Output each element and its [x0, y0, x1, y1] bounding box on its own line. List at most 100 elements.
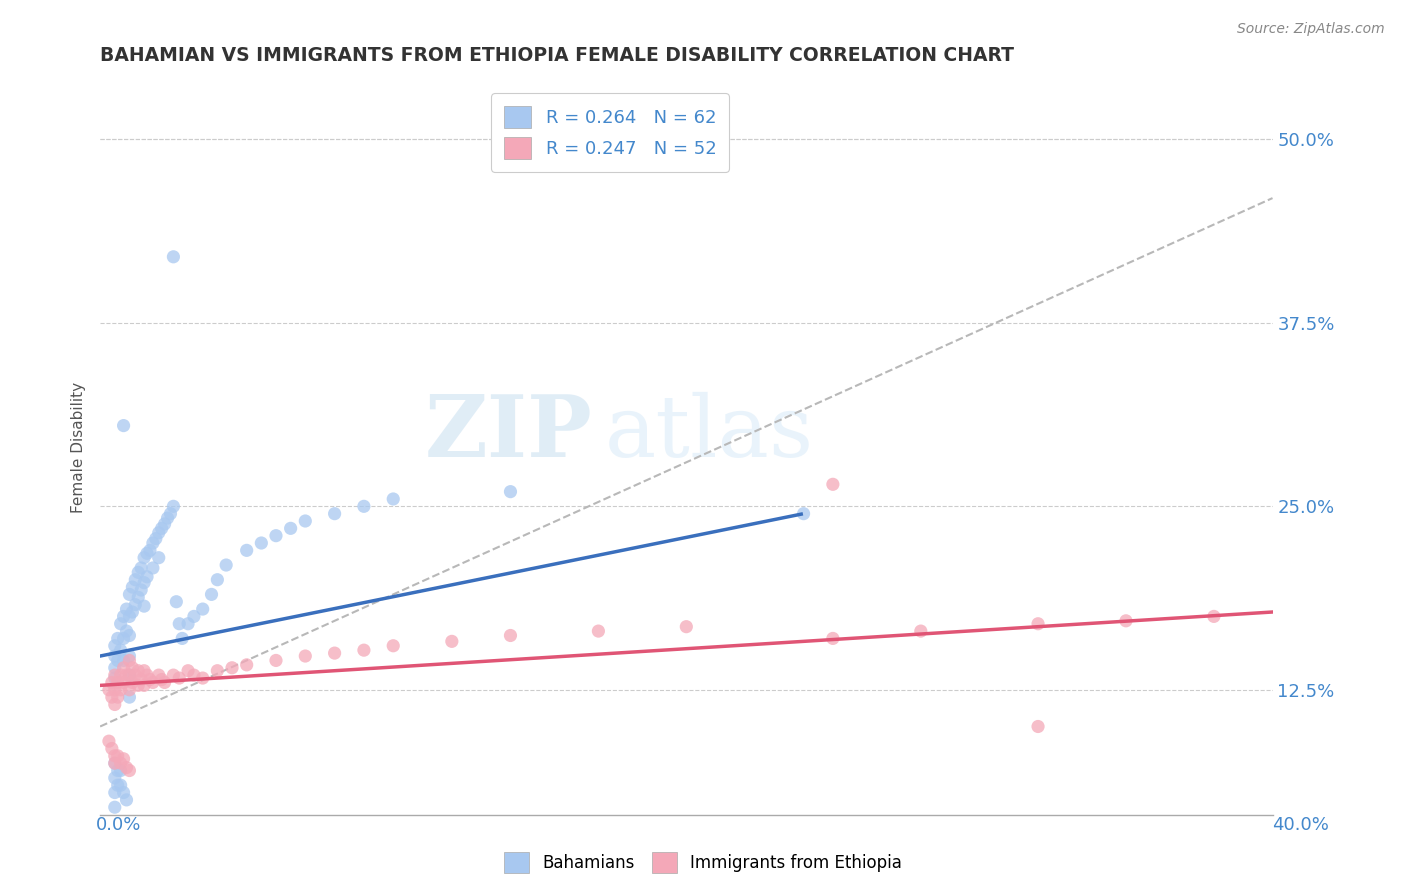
Point — [153, 675, 176, 690]
Point — [440, 634, 463, 648]
Point — [121, 580, 143, 594]
Point — [104, 698, 127, 712]
Text: atlas: atlas — [605, 392, 814, 475]
Point — [121, 661, 143, 675]
Point — [162, 668, 184, 682]
Point — [124, 598, 146, 612]
Point — [382, 491, 405, 506]
Point — [107, 632, 129, 646]
Point — [177, 616, 200, 631]
Point — [115, 793, 138, 807]
Point — [110, 682, 132, 697]
Point — [104, 682, 127, 697]
Point — [207, 664, 229, 678]
Point — [294, 648, 316, 663]
Point — [183, 609, 205, 624]
Point — [169, 671, 191, 685]
Point — [142, 536, 165, 550]
Point — [156, 511, 179, 525]
Point — [115, 602, 138, 616]
Point — [107, 675, 129, 690]
Point — [132, 664, 155, 678]
Point — [107, 690, 129, 705]
Point — [129, 582, 152, 597]
Point — [280, 521, 302, 535]
Point — [107, 653, 129, 667]
Point — [112, 653, 135, 667]
Point — [1115, 614, 1137, 628]
Point — [118, 628, 141, 642]
Point — [112, 418, 135, 433]
Point — [675, 620, 697, 634]
Point — [294, 514, 316, 528]
Point — [145, 532, 167, 546]
Point — [215, 558, 238, 572]
Point — [132, 550, 155, 565]
Point — [177, 664, 200, 678]
Point — [132, 575, 155, 590]
Point — [191, 671, 214, 685]
Point — [132, 678, 155, 692]
Point — [97, 734, 120, 748]
Point — [101, 675, 124, 690]
Point — [97, 682, 120, 697]
Point — [136, 546, 159, 560]
Point — [101, 741, 124, 756]
Point — [110, 668, 132, 682]
Text: BAHAMIAN VS IMMIGRANTS FROM ETHIOPIA FEMALE DISABILITY CORRELATION CHART: BAHAMIAN VS IMMIGRANTS FROM ETHIOPIA FEM… — [100, 46, 1014, 65]
Point — [118, 690, 141, 705]
Point — [353, 500, 375, 514]
Point — [142, 561, 165, 575]
Point — [207, 573, 229, 587]
Point — [821, 477, 844, 491]
Point — [150, 521, 173, 535]
Point — [821, 632, 844, 646]
Point — [115, 624, 138, 638]
Point — [129, 561, 152, 575]
Point — [221, 661, 243, 675]
Point — [183, 668, 205, 682]
Point — [112, 661, 135, 675]
Point — [139, 673, 162, 687]
Point — [588, 624, 610, 638]
Point — [118, 668, 141, 682]
Legend: Bahamians, Immigrants from Ethiopia: Bahamians, Immigrants from Ethiopia — [498, 846, 908, 880]
Point — [142, 675, 165, 690]
Point — [148, 525, 170, 540]
Point — [118, 653, 141, 667]
Point — [1202, 609, 1225, 624]
Point — [172, 632, 194, 646]
Point — [353, 643, 375, 657]
Point — [112, 752, 135, 766]
Point — [104, 756, 127, 771]
Point — [150, 673, 173, 687]
Text: ZIP: ZIP — [425, 391, 592, 475]
Point — [118, 682, 141, 697]
Point — [499, 628, 522, 642]
Point — [129, 673, 152, 687]
Point — [115, 761, 138, 775]
Point — [118, 609, 141, 624]
Point — [104, 648, 127, 663]
Point — [124, 668, 146, 682]
Point — [127, 566, 149, 580]
Point — [104, 786, 127, 800]
Point — [104, 800, 127, 814]
Point — [235, 543, 257, 558]
Y-axis label: Female Disability: Female Disability — [72, 382, 86, 513]
Point — [107, 778, 129, 792]
Point — [200, 587, 222, 601]
Point — [104, 748, 127, 763]
Point — [121, 675, 143, 690]
Point — [132, 599, 155, 614]
Point — [127, 678, 149, 692]
Point — [264, 529, 287, 543]
Point — [104, 771, 127, 785]
Point — [1026, 719, 1049, 733]
Point — [110, 756, 132, 771]
Point — [110, 643, 132, 657]
Point — [110, 778, 132, 792]
Point — [499, 484, 522, 499]
Point — [165, 595, 187, 609]
Text: 40.0%: 40.0% — [1272, 816, 1329, 834]
